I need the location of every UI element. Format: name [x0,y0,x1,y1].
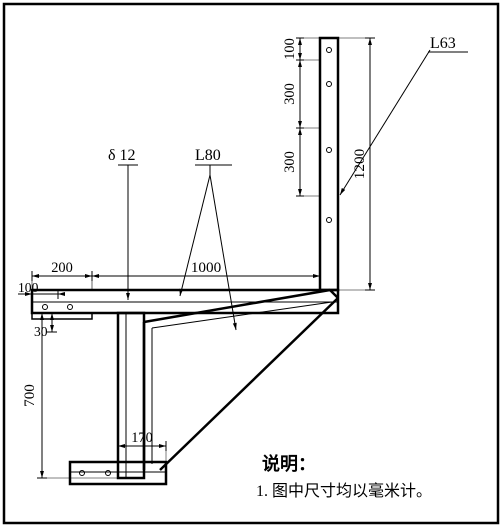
label-l63: L63 [430,35,456,52]
dim-100-top: 100 [282,38,298,60]
dim-200: 200 [51,260,73,276]
dim-100-left: 100 [18,280,39,295]
dim-1200: 1200 [351,148,368,179]
dim-30: 30 [34,324,48,339]
label-l80: L80 [195,147,221,164]
dim-300b: 300 [282,151,298,173]
dim-170: 170 [131,430,153,446]
notes-title: 说明： [262,453,316,474]
label-delta12: δ 12 [108,147,136,164]
notes-line1: 1. 图中尺寸均以毫米计。 [256,481,432,500]
dim-300a: 300 [282,83,298,105]
dim-700: 700 [21,384,38,407]
dim-1000: 1000 [191,259,222,276]
